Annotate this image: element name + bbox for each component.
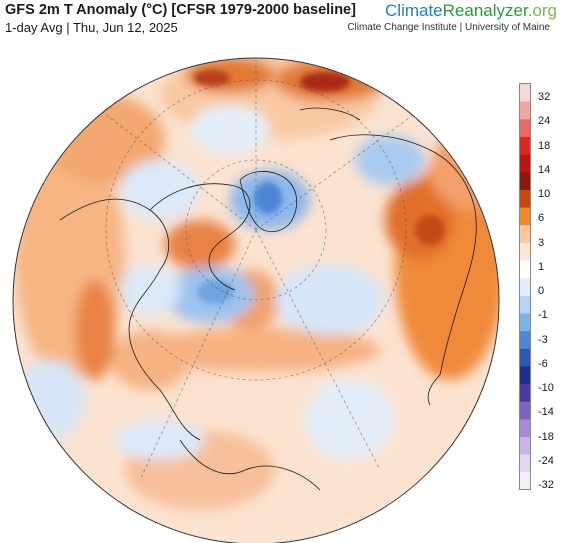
- colorbar-tick-label: 3: [538, 236, 545, 249]
- colorbar-cell: [520, 331, 530, 350]
- colorbar-cell: [520, 242, 530, 262]
- colorbar-legend: [519, 83, 531, 490]
- colorbar-cell: [520, 189, 530, 209]
- colorbar-tick-label: -32: [538, 479, 554, 491]
- colorbar-cell: [520, 172, 530, 191]
- brand-logo-org: .org: [527, 1, 557, 20]
- colorbar-tick-label: 18: [538, 139, 551, 152]
- colorbar-cell: [520, 295, 530, 314]
- brand-logo-climate: Climate: [385, 1, 443, 20]
- colorbar-tick-label: 0: [538, 285, 545, 297]
- map-title: GFS 2m T Anomaly (°C) [CFSR 1979-2000 ba…: [5, 2, 356, 18]
- colorbar-cell: [520, 437, 530, 456]
- colorbar-cell: [520, 101, 530, 120]
- colorbar-cell: [520, 154, 530, 173]
- brand-logo-reanalyzer: Reanalyzer: [442, 1, 528, 20]
- colorbar-tick-label: -10: [538, 382, 554, 394]
- colorbar-cell: [520, 136, 530, 156]
- colorbar-cell: [520, 313, 530, 332]
- colorbar-tick-label: -14: [538, 406, 554, 419]
- colorbar-tick-label: -24: [538, 454, 554, 467]
- colorbar-tick-label: -3: [538, 333, 548, 346]
- graticule: [99, 60, 421, 481]
- coastlines: [59, 107, 477, 491]
- colorbar-tick-label: -18: [538, 430, 554, 443]
- colorbar-tick-label: 14: [538, 163, 551, 176]
- colorbar-cell: [520, 207, 530, 226]
- colorbar-cell: [520, 348, 530, 367]
- colorbar-cell: [520, 454, 530, 473]
- map-subtitle: 1-day Avg | Thu, Jun 12, 2025: [5, 20, 178, 35]
- colorbar-tick-label: 1: [538, 260, 545, 273]
- colorbar-tick-label: 6: [538, 212, 545, 225]
- colorbar-tick-label: -1: [538, 309, 548, 322]
- colorbar-cell: [520, 225, 530, 244]
- colorbar-cell: [520, 260, 530, 279]
- colorbar-cell: [520, 419, 530, 438]
- brand-logo[interactable]: ClimateReanalyzer.org: [385, 1, 557, 21]
- colorbar-tick-label: 24: [538, 115, 551, 128]
- colorbar-cell: [520, 384, 530, 403]
- colorbar-cell: [520, 278, 530, 297]
- brand-tagline: Climate Change Institute | University of…: [347, 22, 550, 33]
- colorbar-cell: [520, 119, 530, 138]
- colorbar-tick-label: 32: [538, 91, 551, 103]
- colorbar-cell: [520, 84, 530, 103]
- colorbar-cell: [520, 366, 530, 385]
- colorbar-tick-label: -6: [538, 357, 548, 370]
- colorbar-cell: [520, 401, 530, 420]
- colorbar-cell: [520, 472, 530, 490]
- colorbar-tick-label: 10: [538, 188, 551, 200]
